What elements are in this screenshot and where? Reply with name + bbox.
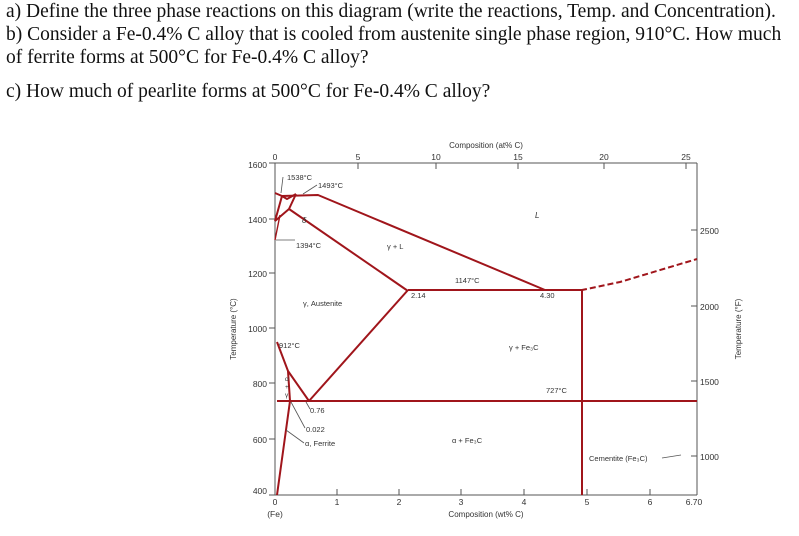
label-0-76: 0.76: [310, 406, 325, 415]
label-1147: 1147°C: [455, 276, 480, 285]
label-0-022: 0.022: [306, 425, 325, 434]
left-tick-label: 1400: [248, 215, 267, 225]
top-tick-label: 25: [681, 152, 691, 162]
a3-line: [276, 341, 310, 402]
right-tick-label: 2500: [700, 226, 719, 236]
left-tick-label: 800: [253, 379, 267, 389]
label-gamma-liquid: γ + L: [387, 242, 403, 251]
label-alpha: α: [285, 376, 289, 383]
label-1394: 1394°C: [296, 241, 322, 250]
label-austenite: γ, Austenite: [303, 299, 342, 308]
solidus-line: [288, 208, 409, 292]
label-alpha-fe3c: α + Fe₃C: [452, 436, 483, 445]
right-tick-label: 2000: [700, 302, 719, 312]
bottom-tick-label: 6.70: [686, 497, 703, 507]
top-axis-title: Composition (at% C): [449, 141, 523, 150]
label-1493: 1493°C: [318, 181, 344, 190]
top-tick-label: 5: [356, 152, 361, 162]
label-gamma-fe3c: γ + Fe₃C: [509, 343, 539, 352]
left-tick-label: 1000: [248, 324, 267, 334]
bottom-tick-label: 6: [648, 497, 653, 507]
delta-boundary-line: [274, 195, 283, 222]
peritectic-line: [281, 193, 297, 200]
question-b-line1: b) Consider a Fe-0.4% C alloy that is co…: [6, 24, 782, 45]
left-tick-label: 1200: [248, 269, 267, 279]
bottom-axis-title: Composition (wt% C): [448, 510, 523, 519]
left-axis-title: Temperature (°C): [229, 298, 238, 360]
bottom-tick-label: 4: [522, 497, 527, 507]
top-tick-label: 10: [431, 152, 441, 162]
label-727: 727°C: [546, 386, 568, 395]
label-delta: δ: [302, 216, 307, 225]
question-c: c) How much of pearlite forms at 500°C f…: [6, 81, 491, 102]
label-912: 912°C: [279, 341, 301, 350]
left-tick-label: 400: [253, 486, 267, 496]
fe-label: (Fe): [267, 509, 283, 519]
bottom-tick-label: 0: [273, 497, 278, 507]
label-2-14: 2.14: [411, 291, 426, 300]
top-tick-label: 20: [599, 152, 609, 162]
liquidus-line: [274, 192, 546, 291]
top-tick-label: 15: [513, 152, 523, 162]
top-tick-label: 0: [273, 152, 278, 162]
bottom-tick-label: 3: [459, 497, 464, 507]
right-tick-label: 1000: [700, 452, 719, 462]
delta-region-line: [274, 214, 281, 241]
label-gamma: γ: [285, 392, 289, 399]
bottom-tick-label: 1: [335, 497, 340, 507]
label-ferrite: α, Ferrite: [305, 439, 335, 448]
label-plus: +: [285, 384, 289, 391]
acm-line: [308, 289, 409, 402]
label-4-30: 4.30: [540, 291, 555, 300]
bottom-tick-label: 2: [397, 497, 402, 507]
label-cementite: Cementite (Fe₃C): [589, 454, 648, 463]
label-1538: 1538°C: [287, 173, 313, 182]
left-tick-label: 1600: [248, 160, 267, 170]
right-axis-title: Temperature (°F): [734, 298, 743, 359]
label-liquid: L: [535, 211, 539, 220]
question-a: a) Define the three phase reactions on t…: [6, 1, 776, 22]
cementite-liquidus-dashed: [545, 258, 698, 291]
question-b-line2: of ferrite forms at 500°C for Fe-0.4% C …: [6, 47, 369, 68]
ferrite-solvus-line: [276, 370, 291, 496]
right-tick-label: 1500: [700, 377, 719, 387]
left-tick-label: 600: [253, 435, 267, 445]
bottom-tick-label: 5: [585, 497, 590, 507]
